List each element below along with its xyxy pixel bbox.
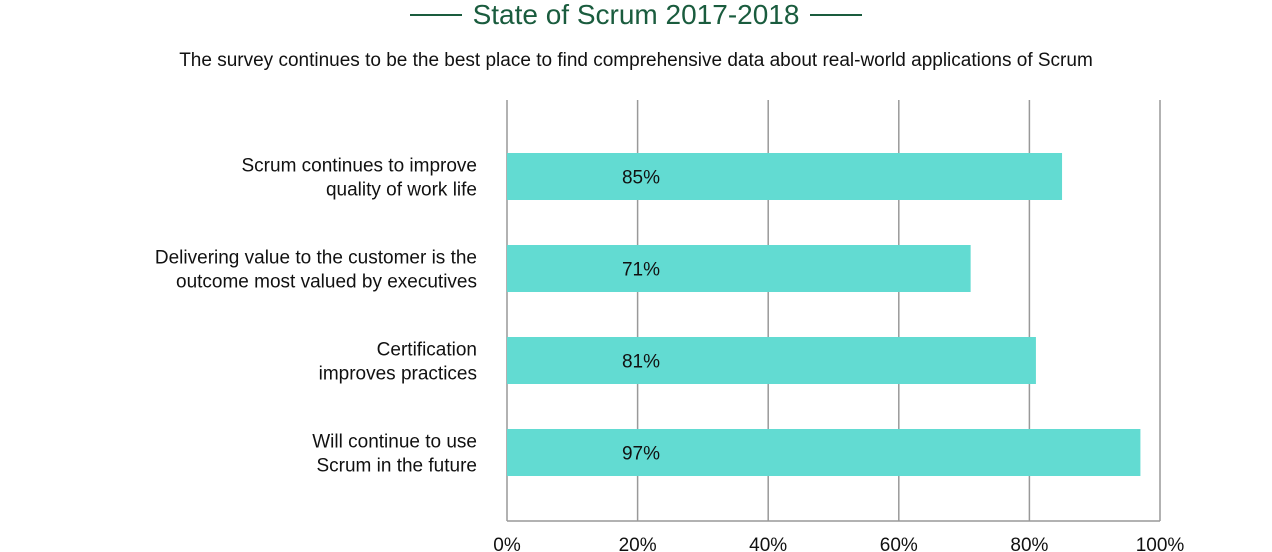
data-label-3: 97% [622, 444, 660, 465]
title-right-rule [809, 14, 862, 16]
category-label-0: quality of work life [326, 180, 477, 201]
chart-title: State of Scrum 2017-2018 [472, 0, 800, 30]
x-tick-label: 100% [1136, 535, 1185, 552]
bar-2 [507, 337, 1036, 384]
category-label-2: Certification [377, 340, 477, 361]
x-tick-label: 80% [1010, 535, 1048, 552]
chart-title-block: State of Scrum 2017-2018 [0, 0, 1272, 32]
data-label-0: 85% [622, 168, 660, 189]
bar-0 [507, 153, 1063, 200]
data-label-2: 81% [622, 352, 660, 373]
x-tick-label: 40% [749, 535, 787, 552]
x-tick-label: 60% [880, 535, 918, 552]
category-label-2: improves practices [319, 364, 477, 385]
x-tick-label: 20% [619, 535, 657, 552]
x-tick-label: 0% [493, 535, 521, 552]
category-label-1: Delivering value to the customer is the [155, 248, 477, 269]
category-label-3: Scrum in the future [316, 456, 477, 477]
chart-subtitle: The survey continues to be the best plac… [179, 50, 1093, 71]
category-label-0: Scrum continues to improve [242, 156, 478, 177]
title-left-rule [410, 14, 463, 16]
bar-3 [507, 429, 1141, 476]
category-label-3: Will continue to use [312, 432, 477, 453]
category-label-1: outcome most valued by executives [176, 272, 477, 293]
data-label-1: 71% [622, 260, 660, 281]
bar-1 [507, 245, 971, 292]
